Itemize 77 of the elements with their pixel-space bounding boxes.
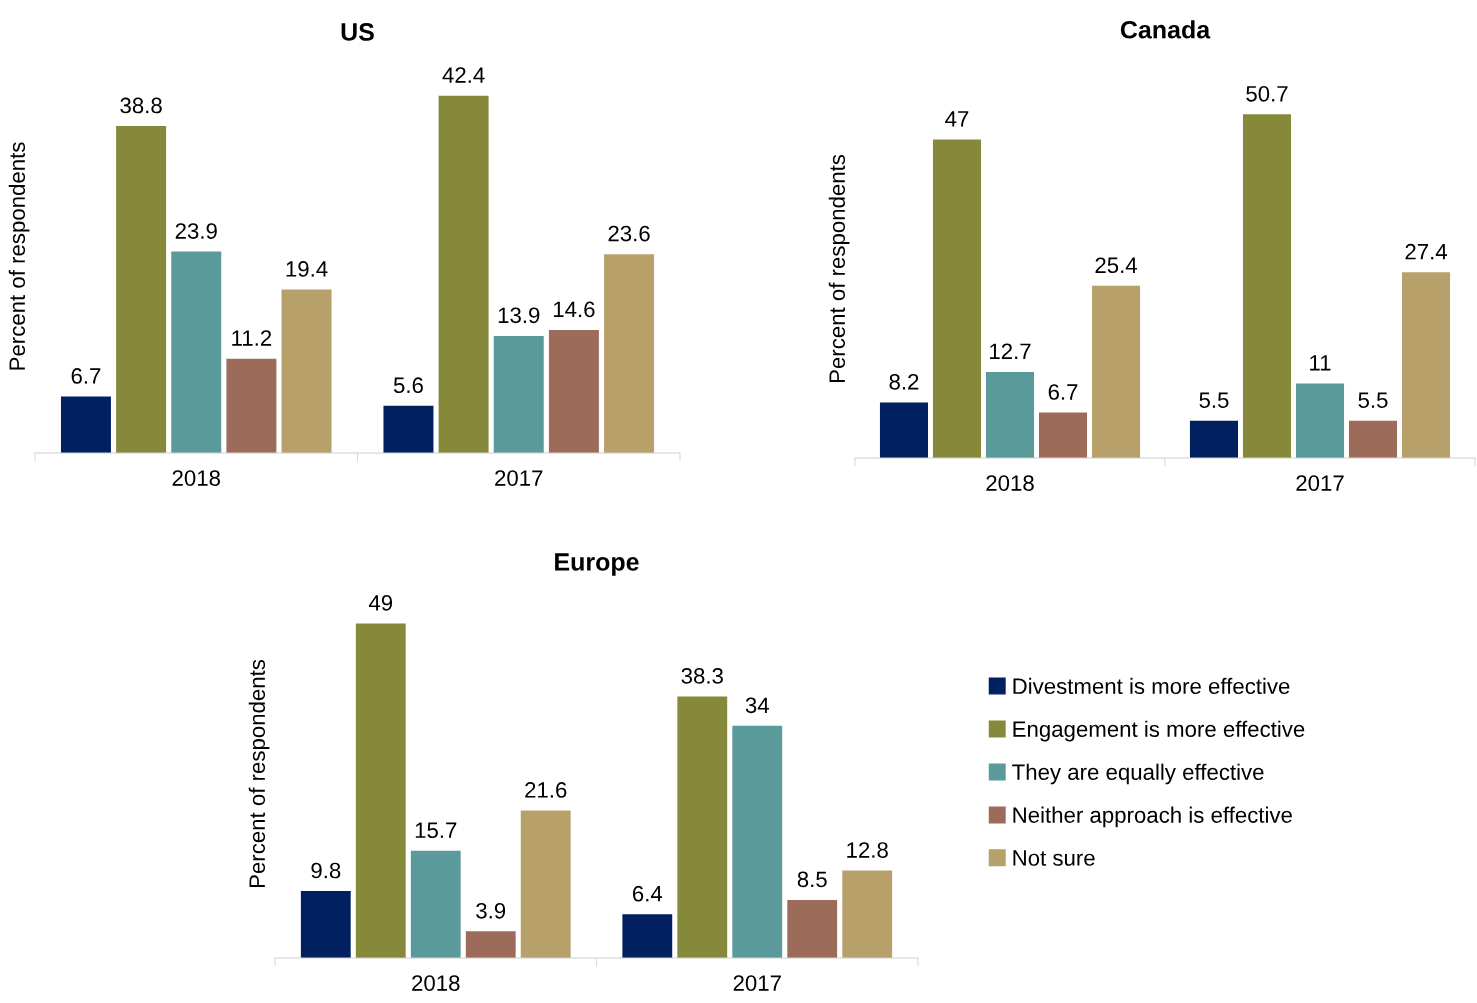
bar <box>493 335 544 453</box>
data-label: 15.7 <box>415 822 457 839</box>
data-label: 21.6 <box>525 782 567 798</box>
legend-label: Not sure <box>1013 850 1095 866</box>
data-label: 6.4 <box>632 885 663 902</box>
data-label: 12.7 <box>990 343 1031 359</box>
data-label: 6.7 <box>71 368 101 384</box>
data-label: 6.7 <box>1048 384 1078 400</box>
data-label: 23.6 <box>608 225 650 242</box>
data-label: 27.4 <box>1405 243 1447 260</box>
data-label: 11.2 <box>232 330 272 346</box>
data-label: 38.3 <box>681 668 723 684</box>
bar <box>787 899 838 958</box>
bar <box>604 254 655 453</box>
bar <box>879 402 929 458</box>
data-label: 47 <box>945 111 969 127</box>
legend-label: Divestment is more effective <box>1013 677 1290 695</box>
data-label: 11 <box>1310 355 1331 371</box>
x-tick-label: 2017 <box>1296 475 1344 491</box>
x-tick-label: 2018 <box>172 470 220 486</box>
bar <box>1295 383 1345 458</box>
y-axis-title: Percent of respondents <box>828 154 850 383</box>
bar <box>383 405 434 453</box>
data-label: 42.4 <box>442 67 485 83</box>
x-tick-label: 2018 <box>412 975 460 991</box>
bar <box>520 810 571 958</box>
bar <box>677 696 728 958</box>
bar <box>932 139 982 458</box>
legend-label: They are equally effective <box>1012 763 1264 785</box>
bar <box>438 95 489 453</box>
bar <box>465 931 516 958</box>
y-axis-title: Percent of respondents <box>248 659 270 888</box>
y-axis-title: Percent of respondents <box>8 142 30 370</box>
bar <box>1189 420 1239 458</box>
data-label: 8.2 <box>889 373 919 390</box>
bar <box>410 850 461 958</box>
bar <box>985 371 1035 458</box>
data-label: 13.9 <box>498 307 540 324</box>
data-label: 23.9 <box>175 223 217 239</box>
bar <box>300 891 351 958</box>
data-label: 19.4 <box>286 261 328 277</box>
bar <box>622 914 673 958</box>
bar <box>548 329 599 453</box>
bar <box>1038 412 1088 458</box>
data-label: 5.6 <box>393 377 423 394</box>
data-label: 38.8 <box>120 97 162 114</box>
chart-title: US <box>341 23 374 41</box>
chart-title: Europe <box>555 553 639 576</box>
data-label: 50.7 <box>1246 85 1288 102</box>
bar <box>171 251 222 453</box>
bar <box>281 289 332 453</box>
bar <box>732 725 783 958</box>
data-label: 5.5 <box>1358 392 1388 408</box>
data-label: 34 <box>745 697 769 714</box>
data-label: 49 <box>368 594 393 611</box>
bar <box>1242 114 1292 458</box>
data-label: 25.4 <box>1095 257 1137 274</box>
data-label: 3.9 <box>476 902 506 919</box>
bar <box>226 358 277 453</box>
data-label: 8.5 <box>797 871 827 888</box>
bar <box>355 623 406 958</box>
data-label: 9.8 <box>311 862 341 879</box>
legend-label: Engagement is more effective <box>1013 720 1305 742</box>
bar <box>116 126 167 453</box>
bar <box>1348 420 1398 458</box>
bar <box>842 870 893 958</box>
bar <box>60 396 111 453</box>
data-label: 12.8 <box>847 842 888 858</box>
x-tick-label: 2018 <box>986 475 1034 491</box>
x-tick-label: 2017 <box>733 975 781 991</box>
data-label: 14.6 <box>553 301 595 318</box>
chart-title: Canada <box>1120 20 1211 39</box>
legend-label: Neither approach is effective <box>1013 806 1292 828</box>
bar <box>1402 272 1451 458</box>
x-tick-label: 2017 <box>495 470 543 486</box>
bar <box>1092 285 1141 458</box>
data-label: 5.5 <box>1199 392 1229 408</box>
